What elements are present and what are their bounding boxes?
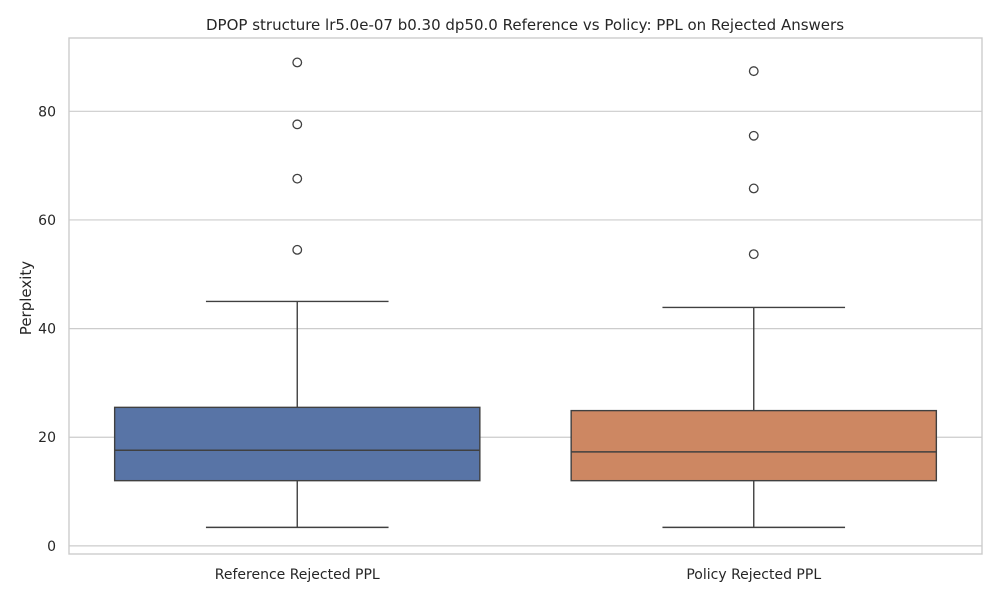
plot-frame: [68, 37, 983, 555]
outlier-point: [748, 66, 759, 77]
boxes: [113, 57, 938, 529]
box: [113, 406, 481, 482]
outlier-point: [748, 183, 759, 194]
outlier-point: [748, 249, 759, 260]
outlier-point: [292, 173, 303, 184]
box-group: [570, 66, 938, 529]
outlier-point: [292, 244, 303, 255]
y-tick-label: 40: [38, 322, 56, 338]
chart-title: DPOP structure lr5.0e-07 b0.30 dp50.0 Re…: [206, 16, 844, 34]
outlier-point: [292, 57, 303, 68]
y-tick-label: 80: [38, 104, 56, 120]
y-tick-label: 60: [38, 213, 56, 229]
box-group: [113, 57, 481, 529]
y-axis-label: Perplexity: [17, 261, 35, 335]
x-category-label: Policy Rejected PPL: [686, 567, 821, 583]
y-tick-label: 0: [47, 539, 56, 555]
y-tick-label: 20: [38, 430, 56, 446]
x-axis-categories: Reference Rejected PPL Policy Rejected PP…: [215, 567, 822, 583]
box: [570, 409, 938, 482]
x-category-label: Reference Rejected PPL: [215, 567, 380, 583]
outlier-point: [292, 119, 303, 130]
outlier-point: [748, 130, 759, 141]
y-axis-ticks: 0 20 40 60 80: [38, 104, 56, 555]
